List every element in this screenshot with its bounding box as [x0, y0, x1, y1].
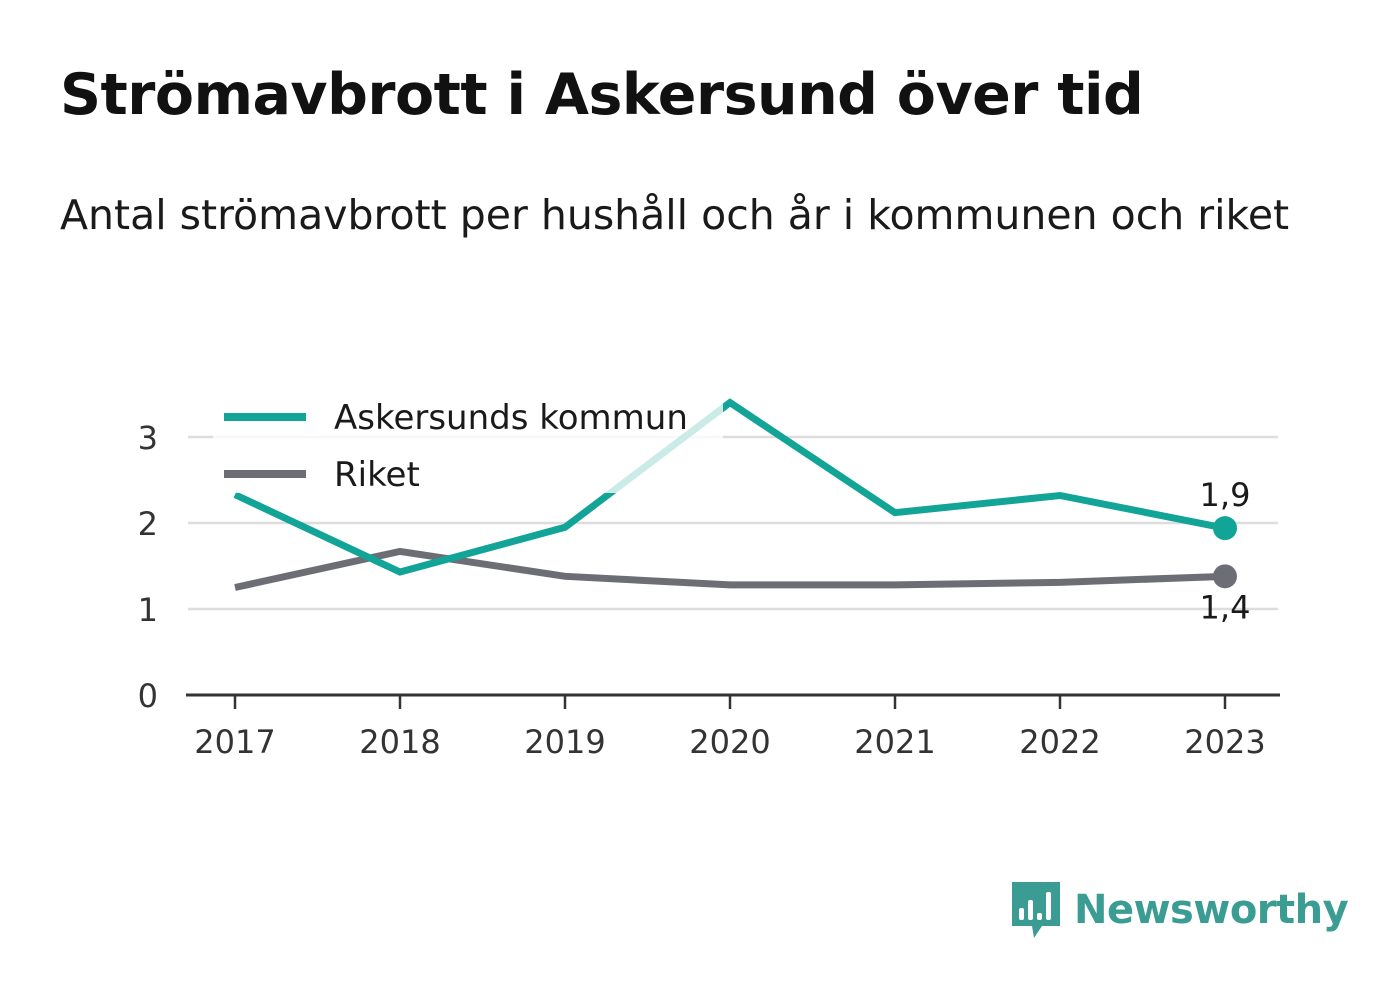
end-labels: 1,9 1,4	[1200, 476, 1251, 626]
x-axis: 2017 2018 2019 2020 2021 2022 2023	[186, 693, 1280, 761]
series-line-kommun	[233, 398, 1226, 576]
y-tick-label: 3	[138, 419, 158, 457]
x-tick-label: 2020	[689, 723, 770, 761]
x-tick-label: 2018	[359, 723, 440, 761]
x-tick-label: 2021	[854, 723, 935, 761]
end-label-kommun: 1,9	[1200, 476, 1251, 514]
chart-title: Strömavbrott i Askersund över tid	[60, 62, 1144, 128]
x-tick-label: 2017	[194, 723, 275, 761]
end-marker-riket	[1213, 564, 1237, 589]
end-marker-kommun	[1213, 516, 1237, 541]
bar-chart-speech-bubble-icon	[1012, 882, 1060, 938]
series	[233, 398, 1226, 591]
y-tick-label: 2	[138, 505, 158, 543]
series-line-riket	[234, 547, 1226, 591]
y-axis: 0 1 2 3	[138, 419, 158, 715]
legend-label-riket: Riket	[334, 455, 420, 495]
chart-subtitle: Antal strömavbrott per hushåll och år i …	[60, 191, 1290, 239]
end-label-riket: 1,4	[1200, 588, 1251, 626]
brand-name: Newsworthy	[1074, 887, 1349, 933]
x-tick-label: 2022	[1019, 723, 1100, 761]
x-tick-label: 2023	[1184, 723, 1265, 761]
x-tick-label: 2019	[524, 723, 605, 761]
y-tick-label: 0	[138, 677, 158, 715]
y-tick-label: 1	[138, 591, 158, 629]
legend-label-kommun: Askersunds kommun	[334, 398, 688, 438]
brand-logo: Newsworthy	[1010, 878, 1349, 942]
legend: Askersunds kommun Riket	[213, 389, 723, 495]
